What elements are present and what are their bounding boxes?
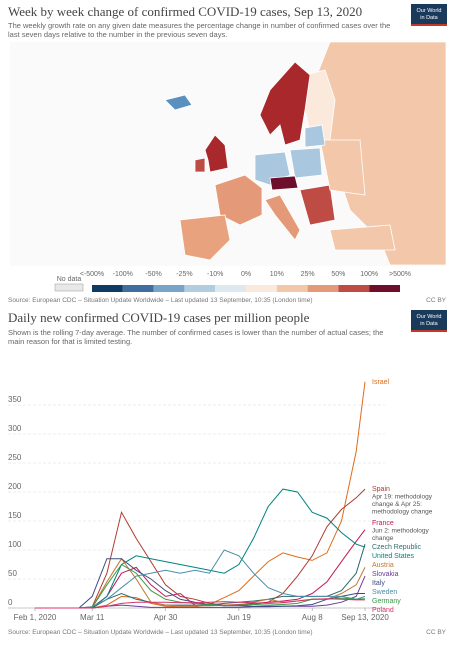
region — [329, 224, 396, 251]
legend: No data<-500% -100% -50% -25% -10% 0% 10% 25% 50… — [54, 271, 411, 292]
legend-label: 0% — [241, 271, 251, 278]
series-label: Poland — [372, 607, 394, 614]
legend-swatch — [122, 285, 154, 292]
legend-swatch — [307, 285, 339, 292]
legend-label: -50% — [145, 271, 161, 278]
logo-text: in Data — [420, 15, 438, 21]
region — [194, 157, 206, 173]
region — [204, 134, 229, 173]
series-label: France — [372, 520, 394, 527]
logo-bar — [411, 330, 447, 332]
legend-label: <-500% — [80, 271, 104, 278]
series-line — [35, 488, 366, 609]
series-label: Israel — [372, 379, 390, 386]
legend-label: >500% — [389, 271, 411, 278]
map-title: Week by week change of confirmed COVID-1… — [8, 4, 362, 19]
y-tick-label: 250 — [8, 453, 22, 462]
chart-subtitle: main reason for that is limited testing. — [8, 337, 132, 346]
annotation: change — [372, 535, 394, 542]
y-tick-label: 50 — [8, 569, 17, 578]
logo-text: Our World — [417, 314, 442, 320]
region — [289, 147, 323, 179]
y-tick-label: 300 — [8, 424, 22, 433]
logo-bar — [411, 24, 447, 26]
series-label: Sweden — [372, 589, 397, 596]
legend-label: 10% — [270, 271, 284, 278]
region — [269, 175, 299, 191]
legend-label: -100% — [113, 271, 133, 278]
x-tick-label: Jun 19 — [227, 613, 252, 622]
annotation: Jun 2: methodology — [372, 528, 429, 535]
source: Source: European CDC – Situation Update … — [8, 297, 312, 304]
legend-swatch — [184, 285, 216, 292]
legend-label: -10% — [207, 271, 223, 278]
legend-swatch — [276, 285, 308, 292]
series-line — [35, 488, 366, 609]
logo — [411, 4, 447, 26]
region — [264, 194, 301, 241]
y-tick-label: 100 — [8, 540, 22, 549]
logo-text: Our World — [417, 8, 442, 14]
series-line — [35, 598, 365, 609]
y-tick-label: 0 — [8, 598, 13, 607]
y-tick-label: 150 — [8, 511, 22, 520]
annotation: change & Apr 25: — [372, 501, 422, 508]
source: Source: European CDC – Situation Update … — [8, 629, 312, 636]
legend-swatch — [215, 285, 246, 292]
x-tick-label: Sep 13, 2020 — [341, 613, 389, 622]
series-line — [35, 381, 366, 609]
region — [319, 139, 366, 196]
legend-label: -25% — [176, 271, 192, 278]
legend-swatch — [369, 285, 400, 292]
annotation: methodology change — [372, 509, 433, 516]
series-line — [35, 549, 366, 609]
legend-label: No data — [57, 276, 82, 283]
region — [259, 61, 311, 146]
license: CC BY — [426, 629, 447, 636]
series-label: United States — [372, 553, 415, 560]
x-tick-label: Feb 1, 2020 — [14, 613, 57, 622]
region — [164, 94, 193, 111]
region — [304, 124, 326, 148]
license: CC BY — [426, 297, 447, 304]
map-subtitle: The weekly growth rate on any given date… — [8, 21, 390, 30]
legend-label: 100% — [360, 271, 378, 278]
region — [214, 174, 263, 226]
legend-swatch — [92, 285, 123, 292]
annotation: Apr 19: methodology — [372, 494, 433, 501]
series-label: Slovakia — [372, 571, 399, 578]
series-line — [35, 544, 366, 609]
legend-swatch — [54, 283, 84, 292]
legend-label: 25% — [301, 271, 315, 278]
series-label: Austria — [372, 562, 394, 569]
legend-swatch — [338, 285, 370, 292]
x-tick-label: Apr 30 — [154, 613, 178, 622]
legend-label: 50% — [331, 271, 345, 278]
legend-swatch — [246, 285, 277, 292]
logo — [411, 310, 447, 332]
x-tick-label: Mar 11 — [80, 613, 105, 622]
y-tick-label: 350 — [8, 395, 22, 404]
y-tick-label: 200 — [8, 482, 22, 491]
series-label: Germany — [372, 598, 401, 605]
region — [179, 214, 231, 261]
x-tick-label: Aug 8 — [302, 613, 323, 622]
chart-subtitle: Shown is the rolling 7-day average. The … — [8, 328, 383, 337]
legend-swatch — [153, 285, 185, 292]
logo-text: in Data — [420, 321, 438, 327]
series-label: Italy — [372, 580, 385, 587]
series-label: Spain — [372, 486, 390, 493]
map — [10, 41, 447, 266]
map-subtitle: last seven days relative to the number i… — [8, 30, 227, 39]
chart-title: Daily new confirmed COVID-19 cases per m… — [8, 310, 310, 325]
series-label: Czech Republic — [372, 544, 422, 551]
region — [299, 184, 336, 226]
